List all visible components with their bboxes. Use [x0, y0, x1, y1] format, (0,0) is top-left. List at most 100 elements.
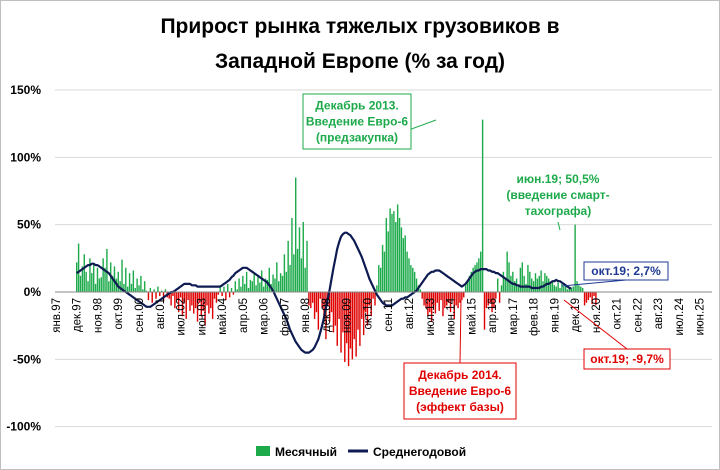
monthly-bar	[544, 273, 546, 292]
monthly-bar	[427, 292, 429, 317]
monthly-bar	[438, 292, 440, 311]
monthly-bar	[383, 251, 386, 292]
monthly-bar	[213, 292, 216, 299]
monthly-bar	[174, 292, 176, 309]
monthly-bar	[378, 265, 380, 292]
monthly-bar	[500, 285, 503, 292]
monthly-bar	[215, 292, 218, 303]
monthly-bar	[183, 292, 186, 303]
monthly-bar	[257, 277, 259, 292]
monthly-bar	[495, 292, 497, 299]
monthly-bar	[568, 286, 571, 292]
monthly-bar	[181, 292, 184, 317]
monthly-bar	[530, 278, 533, 292]
monthly-bar	[553, 285, 556, 292]
monthly-bar	[283, 254, 286, 292]
annotation-green: Декабрь 2013. Введение Евро-6 (предзакупка…	[302, 93, 437, 150]
monthly-bar	[404, 235, 406, 292]
monthly-bar	[521, 262, 523, 292]
x-tick-label: окт.99	[113, 298, 125, 330]
x-tick-label: сен.22	[632, 298, 644, 332]
x-tick-label: июл.02	[176, 298, 188, 336]
monthly-bar	[442, 292, 444, 317]
chart-title-line-1: Прирост рынка тяжелых грузовиков в	[160, 15, 559, 38]
monthly-bar	[187, 292, 189, 301]
monthly-bar	[83, 254, 85, 292]
monthly-bar	[198, 292, 201, 303]
annotation-text: (введение смарт-	[506, 188, 609, 202]
x-tick-label: ноя.09	[342, 298, 354, 333]
monthly-bar	[595, 292, 597, 306]
monthly-bar	[493, 292, 495, 309]
annotation-leader	[561, 279, 627, 287]
x-tick-label: дек.97	[72, 298, 84, 332]
x-tick-label: янв.97	[51, 298, 63, 333]
monthly-bar	[340, 292, 342, 353]
monthly-bar	[185, 292, 187, 319]
annotation-red: Декабрь 2014. Введение Евро-6 (эффект базы…	[403, 299, 517, 420]
monthly-bar	[466, 281, 469, 292]
monthly-bar	[330, 292, 333, 313]
monthly-bar	[349, 292, 352, 349]
monthly-bar	[153, 289, 155, 292]
monthly-bar	[319, 292, 321, 299]
y-tick-label: 150%	[10, 83, 41, 97]
monthly-bar	[498, 292, 501, 303]
monthly-bar	[461, 292, 463, 301]
monthly-bar	[189, 292, 191, 311]
x-tick-label: июл.24	[674, 297, 686, 335]
monthly-bar	[563, 286, 565, 292]
monthly-bar	[313, 292, 316, 319]
monthly-bar	[434, 292, 437, 314]
monthly-bar	[223, 286, 225, 292]
annotation-text: июн.19; 50,5%	[517, 172, 600, 186]
monthly-bar	[262, 286, 265, 292]
monthly-bar	[200, 292, 203, 317]
x-tick-label: июн.25	[695, 298, 707, 335]
monthly-bar	[230, 287, 233, 292]
monthly-bar	[136, 278, 138, 292]
annual-average-line	[76, 231, 572, 354]
monthly-bar	[253, 273, 255, 292]
monthly-bar	[306, 240, 308, 292]
monthly-bar	[344, 292, 346, 363]
monthly-bar	[104, 267, 106, 292]
legend-label-annual: Среднегодовой	[373, 445, 466, 459]
monthly-bar	[406, 251, 408, 292]
monthly-bar	[446, 292, 448, 306]
monthly-bar	[355, 292, 357, 357]
monthly-bar	[336, 292, 338, 346]
monthly-bar	[194, 292, 197, 309]
annotation-text: окт.19; -9,7%	[590, 352, 664, 366]
monthly-bar	[353, 292, 355, 340]
monthly-bar	[143, 281, 146, 292]
monthly-bar	[483, 292, 486, 330]
monthly-bar	[123, 283, 125, 292]
monthly-bar	[236, 289, 238, 292]
monthly-bar	[429, 292, 431, 313]
monthly-bar	[374, 292, 376, 306]
monthly-bar	[581, 287, 584, 292]
monthly-bar	[125, 267, 127, 292]
monthly-bar	[529, 271, 531, 292]
monthly-bar	[221, 292, 223, 297]
y-axis-ticks: 150% 100% 50% 0% -50% -100%	[6, 83, 41, 434]
monthly-bar	[308, 292, 310, 306]
monthly-bar	[534, 273, 537, 292]
monthly-bar	[119, 281, 121, 292]
monthly-bar	[100, 277, 102, 292]
monthly-bar	[193, 292, 195, 314]
monthly-bar	[364, 292, 367, 313]
monthly-bar	[281, 275, 284, 292]
monthly-bar	[338, 292, 340, 319]
monthly-bar	[351, 292, 354, 360]
monthly-bar	[266, 279, 269, 292]
x-axis-ticks: янв.97 дек.97 ноя.98 окт.99 сен.00 авг.01 июл.…	[51, 297, 707, 336]
monthly-bar	[245, 271, 248, 292]
monthly-bar	[396, 204, 399, 292]
monthly-bar	[145, 290, 148, 292]
x-tick-label: янв.19	[549, 298, 561, 333]
annotation-text: (эффект базы)	[416, 400, 504, 414]
monthly-bar	[412, 267, 414, 292]
